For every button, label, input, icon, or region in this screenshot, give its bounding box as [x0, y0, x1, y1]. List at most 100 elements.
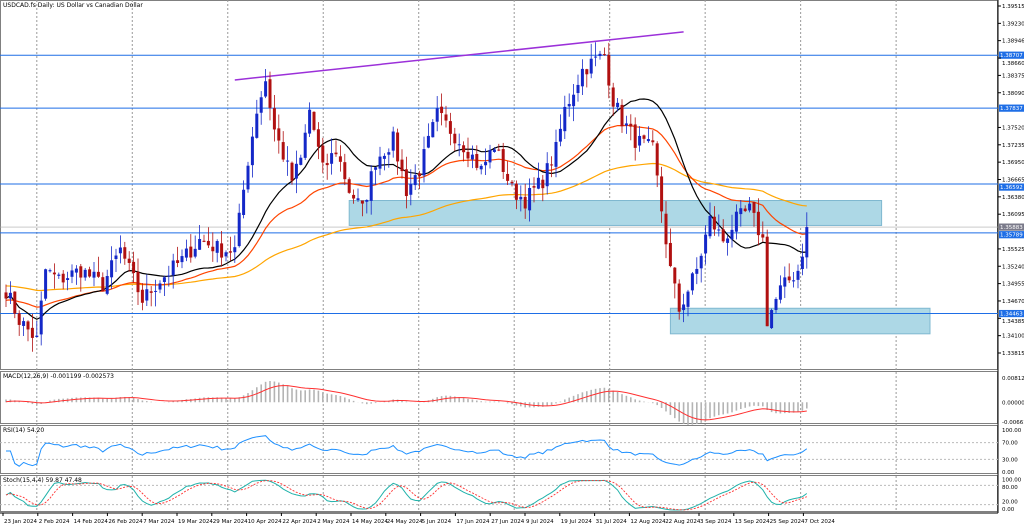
candle-bearish — [343, 162, 347, 180]
candle-bullish — [105, 276, 109, 294]
candle-bullish — [250, 136, 254, 166]
candle-bearish — [101, 277, 105, 292]
candle-bearish — [629, 123, 633, 127]
trendline — [234, 31, 684, 81]
candle-bearish — [532, 186, 536, 188]
candle-bullish — [572, 94, 576, 107]
x-tick-label: 23 Jan 2024 — [4, 519, 37, 525]
candle-bearish — [127, 258, 131, 263]
x-tick-label: 27 Jun 2024 — [491, 519, 525, 525]
y-tick-label: 1.36095 — [1002, 212, 1024, 218]
candle-bullish — [92, 271, 96, 278]
candle-bullish — [576, 84, 580, 94]
macd-tick-label: -0.006618 — [1002, 420, 1024, 426]
y-tick-label: 1.33815 — [1002, 351, 1024, 357]
candle-bullish — [255, 113, 259, 138]
candle-bearish — [202, 240, 206, 242]
chart-title: USDCAD.fs Daily: US Dollar vs Canadian D… — [3, 2, 143, 9]
candle-bullish — [308, 109, 312, 134]
y-tick-label: 1.38946 — [1002, 39, 1024, 45]
candle-bullish — [431, 122, 435, 138]
candle-bullish — [118, 247, 122, 254]
y-tick-label: 1.37235 — [1002, 143, 1024, 149]
candle-bearish — [4, 292, 8, 299]
y-tick-label: 1.34385 — [1002, 319, 1024, 325]
candle-bearish — [52, 272, 56, 275]
candle-bullish — [286, 160, 290, 162]
candle-bearish — [176, 260, 180, 264]
x-tick-label: 2 Feb 2024 — [39, 519, 70, 525]
candle-bearish — [721, 229, 725, 242]
support-resistance-zone — [669, 307, 931, 335]
support-resistance-zone — [348, 200, 883, 226]
candle-bearish — [497, 149, 501, 151]
candle-bullish — [638, 135, 642, 146]
candle-bullish — [492, 149, 496, 152]
level-price-tag — [999, 231, 1024, 239]
candle-bullish — [726, 238, 730, 243]
candle-bullish — [699, 255, 703, 269]
candle-bearish — [400, 159, 404, 172]
x-tick-label: 5 Jun 2024 — [422, 519, 452, 525]
candle-bullish — [580, 68, 584, 87]
candle-bearish — [360, 200, 364, 204]
panel-frame — [0, 475, 998, 512]
candle-bearish — [96, 271, 100, 277]
candle-bearish — [396, 132, 400, 162]
rsi-tick-label: 100.00 — [1002, 428, 1022, 434]
candle-bullish — [805, 227, 809, 258]
candle-bullish — [114, 255, 118, 259]
candle-bearish — [140, 289, 144, 303]
candle-bullish — [162, 277, 166, 283]
y-tick-label: 1.39230 — [1002, 21, 1024, 27]
candle-bearish — [506, 173, 510, 181]
candle-bullish — [783, 277, 787, 287]
candle-bullish — [695, 268, 699, 274]
candle-bearish — [352, 194, 356, 199]
candle-bullish — [167, 275, 171, 277]
candle-bullish — [778, 285, 782, 300]
candle-bullish — [184, 248, 188, 258]
macd-tick-label: 0.008127 — [1002, 376, 1024, 382]
candle-bullish — [330, 153, 334, 164]
candle-bearish — [541, 179, 545, 189]
candle-bullish — [528, 187, 532, 211]
candle-bullish — [378, 156, 382, 169]
rsi-tick-label: 70.00 — [1002, 441, 1018, 447]
stoch-tick-label: 0.00 — [1002, 507, 1015, 513]
candle-bearish — [136, 271, 140, 293]
candle-bullish — [382, 155, 386, 159]
rsi-tick-label: 0.00 — [1002, 470, 1015, 476]
candle-bearish — [448, 121, 452, 134]
x-tick-label: 19 Jul 2024 — [561, 519, 593, 525]
x-tick-label: 24 May 2024 — [387, 519, 423, 525]
macd-label: MACD(12,26,9) -0.001199 -0.002573 — [3, 373, 114, 380]
candle-bullish — [242, 189, 246, 215]
candle-bearish — [277, 128, 281, 141]
candle-bearish — [272, 108, 276, 130]
candle-bearish — [664, 213, 668, 245]
x-tick-label: 22 Aug 2024 — [665, 519, 701, 525]
candle-bullish — [158, 283, 162, 290]
candle-bearish — [189, 246, 193, 258]
candle-bullish — [589, 58, 593, 74]
candle-bearish — [611, 87, 615, 107]
candle-bullish — [563, 106, 567, 132]
current-price-tag — [999, 223, 1024, 231]
candle-bearish — [418, 173, 422, 177]
candle-bearish — [312, 111, 316, 130]
candle-bullish — [374, 167, 378, 170]
candle-bearish — [642, 135, 646, 139]
candle-bearish — [132, 261, 136, 274]
panel-frame — [0, 425, 998, 474]
candle-bearish — [620, 104, 624, 127]
candle-bearish — [79, 266, 83, 278]
candle-bearish — [655, 143, 659, 176]
candle-bearish — [325, 163, 329, 166]
candle-bearish — [475, 153, 479, 168]
candle-bullish — [770, 310, 774, 329]
candle-bullish — [734, 211, 738, 232]
candle-bullish — [554, 141, 558, 167]
candle-bearish — [228, 251, 232, 253]
candle-bullish — [299, 157, 303, 165]
